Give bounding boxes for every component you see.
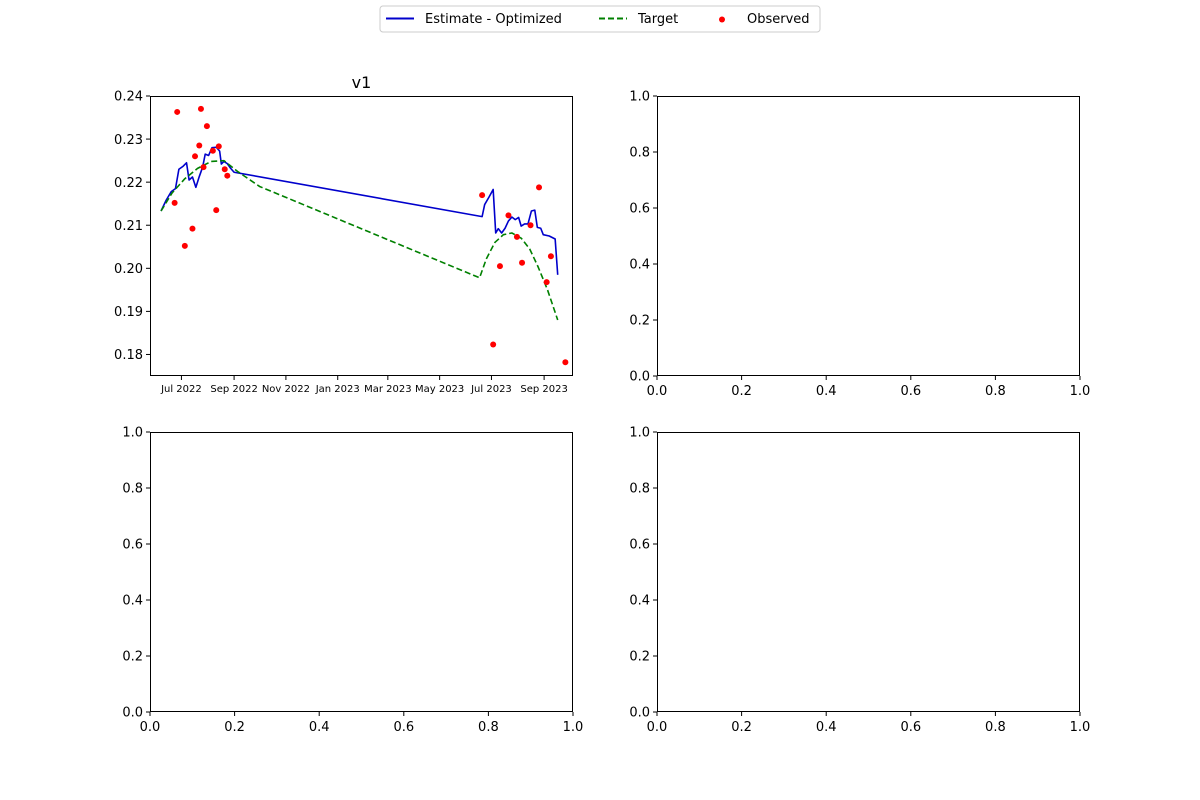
observed-point xyxy=(513,233,520,240)
y-tick-label: 0.2 xyxy=(122,650,143,665)
y-tick-label: 0.20 xyxy=(114,262,143,277)
observed-point xyxy=(192,153,199,160)
x-tick-label: 0.6 xyxy=(900,720,921,735)
x-tick-label: 0.8 xyxy=(985,720,1006,735)
x-tick-label: 0.0 xyxy=(647,384,668,399)
x-tick-label: 0.0 xyxy=(647,720,668,735)
y-tick-label: 0.21 xyxy=(114,219,143,234)
y-tick-label: 0.23 xyxy=(114,133,143,148)
y-tick-label: 0.4 xyxy=(629,258,650,273)
y-tick-label: 0.0 xyxy=(629,370,650,385)
x-tick-label: 0.6 xyxy=(900,384,921,399)
subplot-bottom-right: 0.0 0.2 0.4 0.6 0.8 1.0 0.0 0.2 0.4 0.6 0.8 1.0 xyxy=(629,426,1090,735)
y-tick-label: 0.4 xyxy=(629,594,650,609)
y-tick-label: 0.22 xyxy=(114,176,143,191)
observed-point xyxy=(547,253,554,260)
x-tick-label: Nov 2022 xyxy=(262,384,310,395)
series-observed xyxy=(171,105,569,366)
subplot-v1: Jul 2022 Sep 2022 Nov 2022 Jan 2023 Mar 2023… xyxy=(114,73,573,395)
x-tick-label: 0.0 xyxy=(140,720,161,735)
y-tick-label: 1.0 xyxy=(629,90,650,105)
x-tick-label: Sep 2022 xyxy=(210,384,257,395)
y-tick-label: 1.0 xyxy=(629,426,650,441)
observed-point xyxy=(479,192,486,199)
observed-point xyxy=(213,207,220,214)
plot-area xyxy=(657,96,1080,376)
subplot-top-right: 0.0 0.2 0.4 0.6 0.8 1.0 0.0 0.2 0.4 0.6 0.8 1.0 xyxy=(629,90,1090,399)
x-tick-label: 0.4 xyxy=(309,720,330,735)
subplot-title: v1 xyxy=(352,73,372,92)
axes-frame xyxy=(657,96,1080,376)
legend-swatch-observed xyxy=(719,16,725,23)
y-tick-label: 0.2 xyxy=(629,650,650,665)
y-tick-label: 0.2 xyxy=(629,314,650,329)
axes-frame xyxy=(150,432,573,712)
observed-point xyxy=(527,222,534,229)
x-tick-label: 0.8 xyxy=(478,720,499,735)
x-tick-label: 0.2 xyxy=(731,384,752,399)
observed-point xyxy=(562,359,569,366)
observed-point xyxy=(505,212,512,219)
y-tick-label: 0.6 xyxy=(629,202,650,217)
observed-point xyxy=(536,184,543,191)
observed-point xyxy=(215,143,222,150)
observed-point xyxy=(490,341,497,348)
y-tick-label: 1.0 xyxy=(122,426,143,441)
y-tick-label: 0.8 xyxy=(629,482,650,497)
x-tick-label: May 2023 xyxy=(415,384,464,395)
observed-point xyxy=(203,123,210,130)
plot-area xyxy=(150,432,573,712)
y-tick-label: 0.8 xyxy=(629,146,650,161)
x-tick-label: Sep 2023 xyxy=(520,384,567,395)
observed-point xyxy=(197,105,204,112)
axes-frame xyxy=(150,96,573,376)
y-tick-label: 0.8 xyxy=(122,482,143,497)
observed-point xyxy=(224,172,231,179)
legend: Estimate - Optimized Target Observed xyxy=(379,5,821,33)
x-tick-label: 0.4 xyxy=(816,384,837,399)
y-tick-label: 0.19 xyxy=(114,305,143,320)
series-target-line xyxy=(160,159,559,321)
legend-label-target: Target xyxy=(637,12,678,27)
x-tick-label: Jul 2023 xyxy=(470,384,512,395)
y-tick-label: 0.18 xyxy=(114,348,143,363)
y-tick-label: 0.0 xyxy=(122,706,143,721)
x-tick-label: 0.6 xyxy=(393,720,414,735)
legend-label-observed: Observed xyxy=(747,12,810,27)
y-tick-label: 0.4 xyxy=(122,594,143,609)
series-group xyxy=(160,105,569,366)
x-tick-label: 0.2 xyxy=(224,720,245,735)
observed-point xyxy=(196,142,203,149)
x-tick-label: Jan 2023 xyxy=(315,384,360,395)
x-tick-label: 1.0 xyxy=(1070,720,1091,735)
plot-area xyxy=(150,96,573,376)
axes-frame xyxy=(657,432,1080,712)
y-tick-label: 0.6 xyxy=(122,538,143,553)
x-tick-label: 0.2 xyxy=(731,720,752,735)
observed-point xyxy=(174,108,181,115)
x-tick-label: 1.0 xyxy=(1070,384,1091,399)
y-tick-label: 0.24 xyxy=(114,90,143,105)
observed-point xyxy=(221,166,228,173)
x-tick-label: 0.4 xyxy=(816,720,837,735)
observed-point xyxy=(200,164,207,171)
observed-point xyxy=(181,242,188,249)
observed-point xyxy=(209,147,216,154)
x-tick-label: 0.8 xyxy=(985,384,1006,399)
y-tick-label: 0.6 xyxy=(629,538,650,553)
x-tick-label: Jul 2022 xyxy=(160,384,202,395)
observed-point xyxy=(496,263,503,270)
observed-point xyxy=(519,259,526,266)
x-tick-label: 1.0 xyxy=(563,720,584,735)
observed-point xyxy=(171,199,178,206)
legend-label-estimate: Estimate - Optimized xyxy=(425,12,562,27)
observed-point xyxy=(189,225,196,232)
series-estimate-optimized-line xyxy=(160,146,559,275)
observed-point xyxy=(543,279,550,286)
y-tick-label: 0.0 xyxy=(629,706,650,721)
x-tick-label: Mar 2023 xyxy=(364,384,412,395)
plot-area xyxy=(657,432,1080,712)
subplot-bottom-left: 0.0 0.2 0.4 0.6 0.8 1.0 0.0 0.2 0.4 0.6 0.8 1.0 xyxy=(122,426,583,735)
